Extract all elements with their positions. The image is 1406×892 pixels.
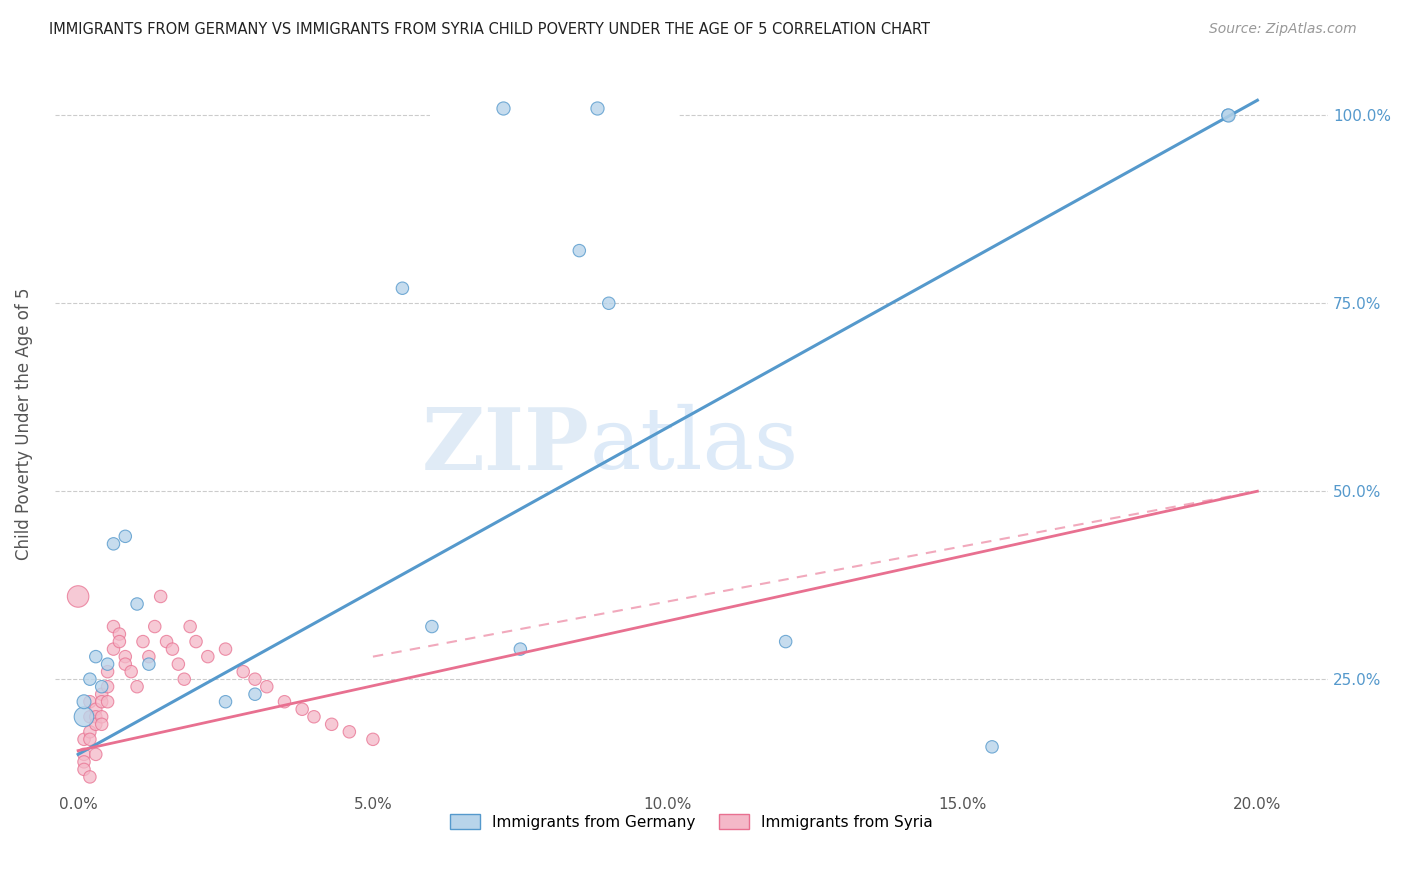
Point	[214, 695, 236, 709]
Point	[73, 695, 96, 709]
Point	[337, 724, 360, 739]
Point	[114, 649, 136, 664]
Point	[138, 657, 160, 672]
Point	[775, 634, 797, 648]
Point	[598, 296, 620, 310]
Point	[125, 680, 148, 694]
Point	[103, 537, 125, 551]
Point	[79, 710, 101, 724]
Point	[1216, 108, 1239, 122]
Point	[114, 529, 136, 543]
Point	[391, 281, 413, 295]
Point	[568, 244, 591, 258]
Point	[73, 763, 96, 777]
Point	[67, 590, 90, 604]
Point	[143, 619, 166, 633]
Point	[302, 710, 325, 724]
Point	[291, 702, 314, 716]
Point	[90, 695, 112, 709]
Point	[73, 755, 96, 769]
Point	[138, 649, 160, 664]
Point	[90, 687, 112, 701]
Point	[79, 695, 101, 709]
Point	[132, 634, 155, 648]
Point	[149, 590, 172, 604]
Point	[84, 702, 107, 716]
Text: IMMIGRANTS FROM GERMANY VS IMMIGRANTS FROM SYRIA CHILD POVERTY UNDER THE AGE OF : IMMIGRANTS FROM GERMANY VS IMMIGRANTS FR…	[49, 22, 931, 37]
Point	[1216, 108, 1239, 122]
Point	[125, 597, 148, 611]
Text: ZIP: ZIP	[422, 404, 589, 488]
Y-axis label: Child Poverty Under the Age of 5: Child Poverty Under the Age of 5	[15, 287, 32, 560]
Point	[321, 717, 343, 731]
Point	[108, 634, 131, 648]
Point	[97, 680, 120, 694]
Point	[173, 672, 195, 686]
Point	[167, 657, 190, 672]
Point	[108, 627, 131, 641]
Point	[97, 657, 120, 672]
Point	[103, 619, 125, 633]
Point	[97, 695, 120, 709]
Point	[184, 634, 207, 648]
Point	[103, 642, 125, 657]
Point	[214, 642, 236, 657]
Point	[90, 680, 112, 694]
Point	[84, 717, 107, 731]
Point	[232, 665, 254, 679]
Point	[73, 710, 96, 724]
Text: atlas: atlas	[589, 404, 799, 487]
Point	[120, 665, 142, 679]
Point	[586, 101, 609, 115]
Point	[179, 619, 201, 633]
Point	[90, 710, 112, 724]
Point	[73, 747, 96, 762]
Point	[97, 665, 120, 679]
Point	[155, 634, 177, 648]
Point	[79, 724, 101, 739]
Point	[509, 642, 531, 657]
Point	[84, 747, 107, 762]
Point	[90, 717, 112, 731]
Point	[492, 101, 515, 115]
Point	[273, 695, 295, 709]
Legend: Immigrants from Germany, Immigrants from Syria: Immigrants from Germany, Immigrants from…	[443, 807, 939, 836]
Point	[84, 649, 107, 664]
Point	[420, 619, 443, 633]
Point	[79, 672, 101, 686]
Point	[162, 642, 184, 657]
Point	[256, 680, 278, 694]
Point	[361, 732, 384, 747]
Point	[73, 732, 96, 747]
Point	[79, 770, 101, 784]
Point	[981, 739, 1004, 754]
Point	[84, 710, 107, 724]
Text: Source: ZipAtlas.com: Source: ZipAtlas.com	[1209, 22, 1357, 37]
Point	[243, 672, 266, 686]
Point	[79, 732, 101, 747]
Point	[197, 649, 219, 664]
Point	[243, 687, 266, 701]
Point	[114, 657, 136, 672]
